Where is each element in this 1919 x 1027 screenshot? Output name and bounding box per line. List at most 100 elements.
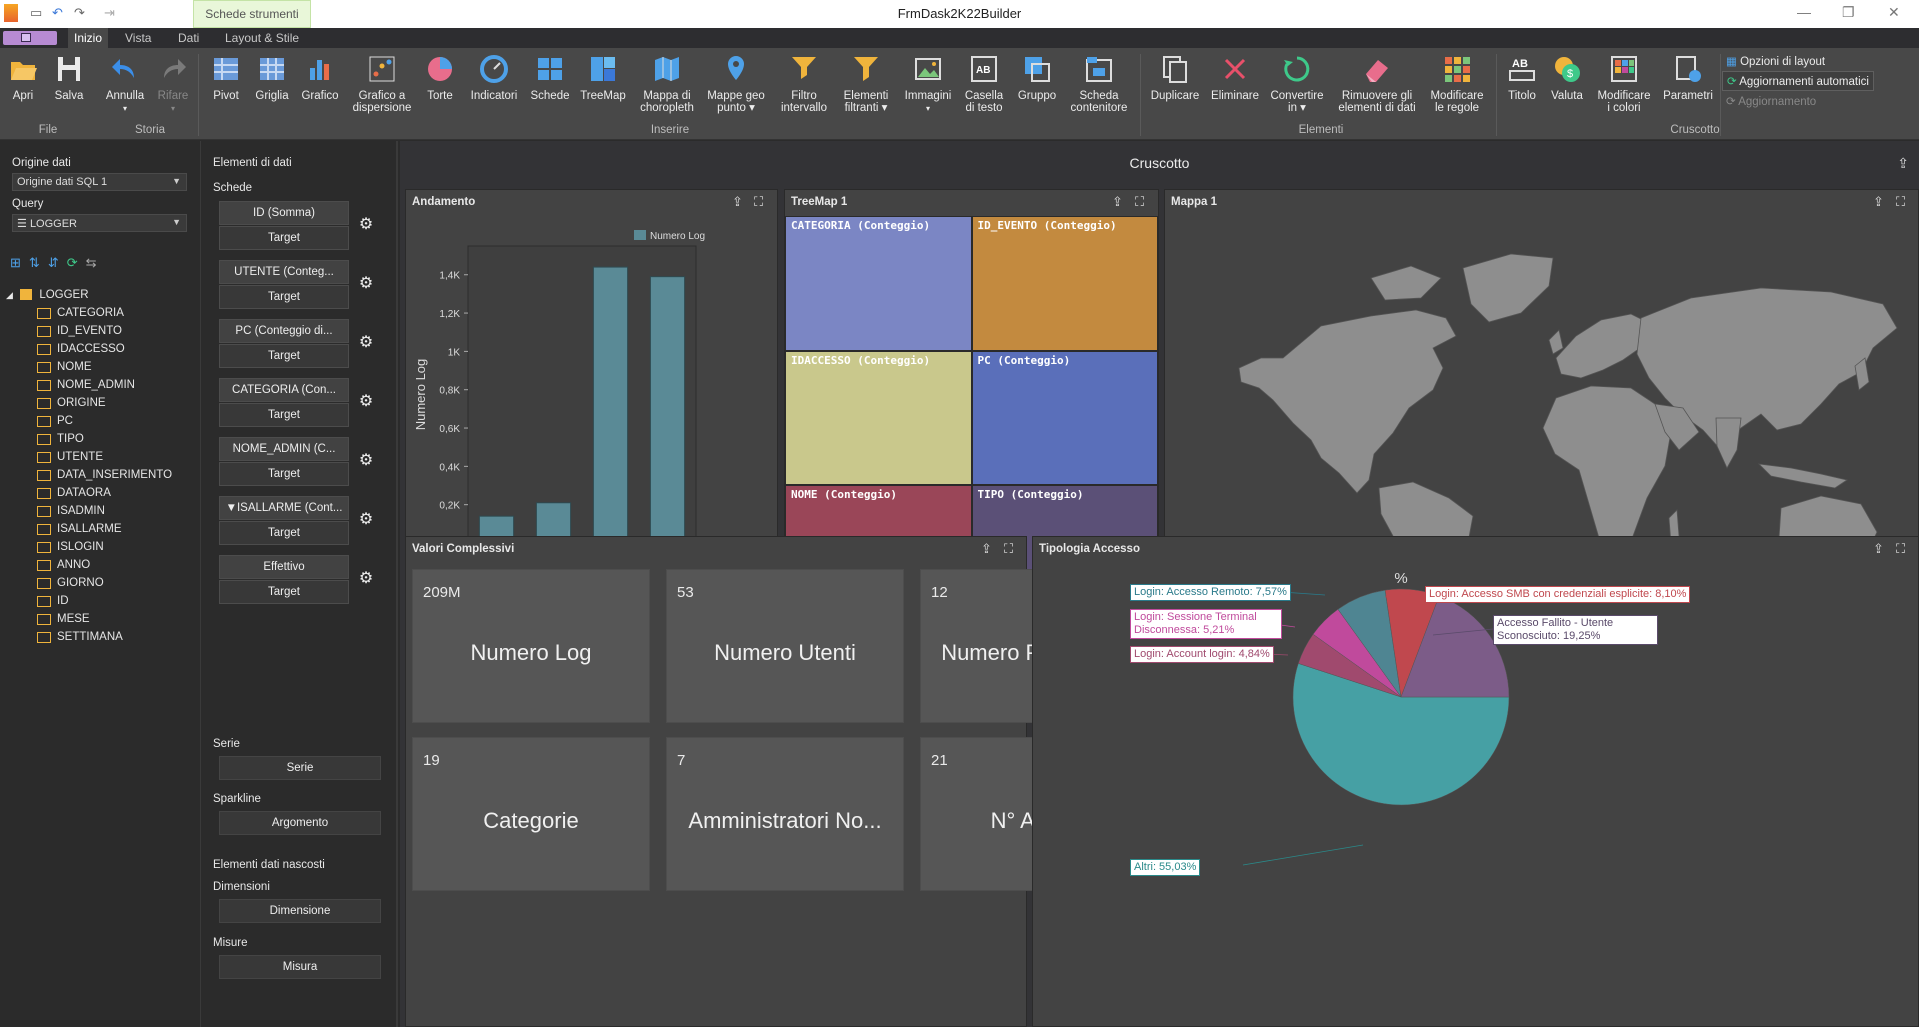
opzioni-layout-button[interactable]: ▦ Opzioni di layout bbox=[1726, 56, 1826, 68]
dimensione-button[interactable]: Dimensione bbox=[219, 899, 381, 923]
value-card[interactable]: 7 Amministratori No... bbox=[666, 737, 904, 891]
value-card[interactable]: 53 Numero Utenti bbox=[666, 569, 904, 723]
bar[interactable] bbox=[592, 266, 629, 544]
argomento-button[interactable]: Argomento bbox=[219, 811, 381, 835]
misura-button[interactable]: Misura bbox=[219, 955, 381, 979]
close-icon[interactable]: ✕ bbox=[1888, 4, 1900, 20]
sort-asc-icon[interactable]: ⇅ bbox=[28, 255, 48, 270]
more-qa-icon[interactable]: ⇥ bbox=[104, 5, 115, 20]
swap-icon[interactable]: ⇆ bbox=[85, 255, 105, 270]
tipologia-panel[interactable]: Tipologia Accesso ⇪ ⛶ % Altri: 55,03% Log… bbox=[1032, 536, 1919, 1027]
sort-desc-icon[interactable]: ⇵ bbox=[47, 255, 67, 270]
pie-slice[interactable] bbox=[1292, 663, 1510, 806]
pivot-button[interactable]: Pivot bbox=[205, 52, 247, 102]
treemap-button[interactable]: TreeMap bbox=[578, 52, 628, 102]
rifare-button[interactable]: Rifare ▾ bbox=[153, 52, 193, 115]
card-value-slot[interactable]: CATEGORIA (Con... bbox=[219, 378, 349, 402]
rimuovere-elementi-button[interactable]: Rimuovere gli elementi di dati bbox=[1334, 52, 1420, 114]
gear-icon[interactable]: ⚙ bbox=[358, 334, 374, 351]
origine-dati-select[interactable]: Origine dati SQL 1 ▼ bbox=[12, 173, 187, 191]
tab-inizio[interactable]: Inizio bbox=[68, 28, 108, 48]
add-calculated-field-icon[interactable]: ⊞ bbox=[10, 255, 29, 270]
titolo-button[interactable]: AB Titolo bbox=[1500, 52, 1544, 102]
gear-icon[interactable]: ⚙ bbox=[358, 511, 374, 528]
gear-icon[interactable]: ⚙ bbox=[358, 393, 374, 410]
value-card[interactable]: 19 Categorie bbox=[412, 737, 650, 891]
tab-dati[interactable]: Dati bbox=[178, 31, 200, 45]
mappa-panel[interactable]: Mappa 1 ⇪ ⛶ bbox=[1164, 189, 1919, 621]
duplicare-button[interactable]: Duplicare bbox=[1146, 52, 1204, 102]
apri-button[interactable]: Apri bbox=[4, 52, 42, 102]
immagini-button[interactable]: Immagini ▾ bbox=[900, 52, 956, 115]
maximize-icon[interactable]: ⛶ bbox=[1896, 541, 1906, 556]
valori-panel[interactable]: Valori Complessivi ⇪ ⛶ 209M Numero Log 53 N… bbox=[405, 536, 1158, 1027]
treemap-tile[interactable]: PC (Conteggio) bbox=[971, 350, 1158, 486]
schede-button[interactable]: Schede bbox=[528, 52, 572, 102]
card-value-slot[interactable]: ID (Somma) bbox=[219, 201, 349, 225]
tab-vista[interactable]: Vista bbox=[125, 31, 152, 45]
restore-icon[interactable]: ❐ bbox=[1842, 4, 1855, 20]
card-target-slot[interactable]: Target bbox=[219, 403, 349, 427]
aggiornamenti-automatici-toggle[interactable]: ⟳ Aggiornamenti automatici bbox=[1722, 71, 1874, 91]
gear-icon[interactable]: ⚙ bbox=[358, 216, 374, 233]
parametri-button[interactable]: Parametri bbox=[1660, 52, 1716, 102]
card-target-slot[interactable]: Target bbox=[219, 462, 349, 486]
card-target-slot[interactable]: Target bbox=[219, 521, 349, 545]
export-icon[interactable]: ⇪ bbox=[1897, 155, 1909, 171]
gear-icon[interactable]: ⚙ bbox=[358, 452, 374, 469]
eliminare-button[interactable]: Eliminare bbox=[1208, 52, 1262, 102]
treemap-tile[interactable]: CATEGORIA (Conteggio) bbox=[785, 216, 972, 351]
query-select[interactable]: ☰ LOGGER ▼ bbox=[12, 214, 187, 232]
casella-di-testo-button[interactable]: AB Casella di testo bbox=[960, 52, 1008, 114]
context-tab[interactable]: Schede strumenti bbox=[193, 0, 311, 28]
export-icon[interactable]: ⇪ bbox=[1112, 194, 1123, 209]
grafico-button[interactable]: Grafico bbox=[298, 52, 342, 102]
mappa-choropleth-button[interactable]: Mappa di choropleth bbox=[636, 52, 698, 114]
annulla-button[interactable]: Annulla ▾ bbox=[100, 52, 150, 115]
elementi-filtranti-button[interactable]: Elementi filtranti ▾ bbox=[838, 52, 894, 114]
minimize-icon[interactable]: — bbox=[1797, 4, 1811, 20]
gear-icon[interactable]: ⚙ bbox=[358, 570, 374, 587]
export-icon[interactable]: ⇪ bbox=[981, 541, 992, 556]
undo-qa-icon[interactable]: ↶ bbox=[52, 5, 63, 20]
export-icon[interactable]: ⇪ bbox=[732, 194, 743, 209]
card-value-slot[interactable]: NOME_ADMIN (C... bbox=[219, 437, 349, 461]
maximize-icon[interactable]: ⛶ bbox=[1004, 541, 1014, 556]
file-menu-button[interactable] bbox=[3, 31, 57, 45]
card-value-slot[interactable]: PC (Conteggio di... bbox=[219, 319, 349, 343]
card-target-slot[interactable]: Target bbox=[219, 344, 349, 368]
filtro-intervallo-button[interactable]: Filtro intervallo bbox=[776, 52, 832, 114]
maximize-icon[interactable]: ⛶ bbox=[754, 194, 764, 209]
card-value-filtered[interactable]: ▼ISALLARME (Cont... bbox=[219, 496, 349, 520]
grafico-dispersione-button[interactable]: Grafico a dispersione bbox=[350, 52, 414, 114]
valuta-button[interactable]: $ Valuta bbox=[1546, 52, 1588, 102]
tab-layout-stile[interactable]: Layout & Stile bbox=[225, 31, 300, 45]
treemap-tile[interactable]: ID_EVENTO (Conteggio) bbox=[971, 216, 1158, 351]
modificare-regole-button[interactable]: Modificare le regole bbox=[1424, 52, 1490, 114]
maximize-icon[interactable]: ⛶ bbox=[1135, 194, 1145, 209]
torte-button[interactable]: Torte bbox=[420, 52, 460, 102]
collapse-icon[interactable]: ◢ bbox=[6, 290, 13, 300]
convertire-in-button[interactable]: Convertire in ▾ bbox=[1266, 52, 1328, 114]
gruppo-button[interactable]: Gruppo bbox=[1012, 52, 1062, 102]
card-value-slot[interactable]: UTENTE (Conteg... bbox=[219, 260, 349, 284]
salva-button[interactable]: Salva bbox=[50, 52, 88, 102]
export-icon[interactable]: ⇪ bbox=[1873, 541, 1884, 556]
treemap-tile[interactable]: IDACCESSO (Conteggio) bbox=[785, 350, 972, 486]
card-value-slot[interactable]: Effettivo bbox=[219, 555, 349, 579]
card-target-slot[interactable]: Target bbox=[219, 285, 349, 309]
serie-button[interactable]: Serie bbox=[219, 756, 381, 780]
griglia-button[interactable]: Griglia bbox=[250, 52, 294, 102]
aggiornamento-button[interactable]: ⟳ Aggiornamento bbox=[1726, 96, 1817, 108]
export-icon[interactable]: ⇪ bbox=[1873, 194, 1884, 209]
card-target-slot[interactable]: Target bbox=[219, 226, 349, 250]
mappe-geo-punto-button[interactable]: Mappe geo punto ▾ bbox=[704, 52, 768, 114]
value-card[interactable]: 209M Numero Log bbox=[412, 569, 650, 723]
card-target-slot[interactable]: Target bbox=[219, 580, 349, 604]
maximize-icon[interactable]: ⛶ bbox=[1896, 194, 1906, 209]
redo-qa-icon[interactable]: ↷ bbox=[74, 5, 85, 20]
new-icon[interactable]: ▭ bbox=[30, 5, 43, 20]
refresh-icon[interactable]: ⟳ bbox=[66, 255, 86, 270]
bar[interactable] bbox=[649, 276, 686, 544]
modificare-colori-button[interactable]: Modificare i colori bbox=[1592, 52, 1656, 114]
